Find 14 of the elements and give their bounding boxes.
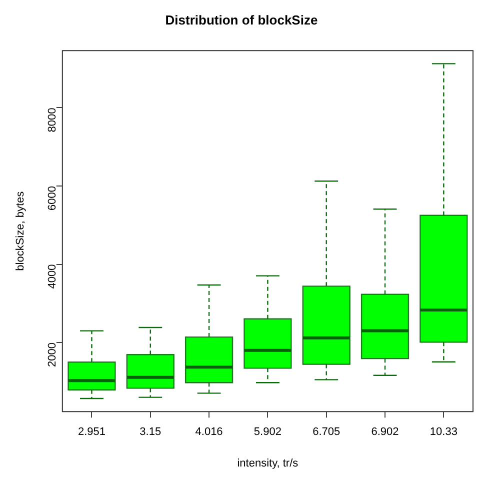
y-axis-title: blockSize, bytes xyxy=(14,190,27,271)
x-tick-label: 10.33 xyxy=(430,426,458,438)
y-tick-label: 2000 xyxy=(46,342,58,368)
x-tick-label: 6.902 xyxy=(371,426,399,438)
x-tick-label: 2.951 xyxy=(78,426,106,438)
x-tick-label: 4.016 xyxy=(195,426,223,438)
chart-title: Distribution of blockSize xyxy=(165,12,318,28)
y-tick-label: 8000 xyxy=(46,108,58,132)
y-tick-label: 4000 xyxy=(46,264,58,289)
y-tick-label: 6000 xyxy=(46,186,58,210)
x-tick-label: 3.15 xyxy=(140,426,162,438)
x-axis-title: intensity, tr/s xyxy=(237,457,299,470)
x-tick-label: 6.705 xyxy=(312,426,340,438)
x-tick-label: 5.902 xyxy=(254,426,282,438)
